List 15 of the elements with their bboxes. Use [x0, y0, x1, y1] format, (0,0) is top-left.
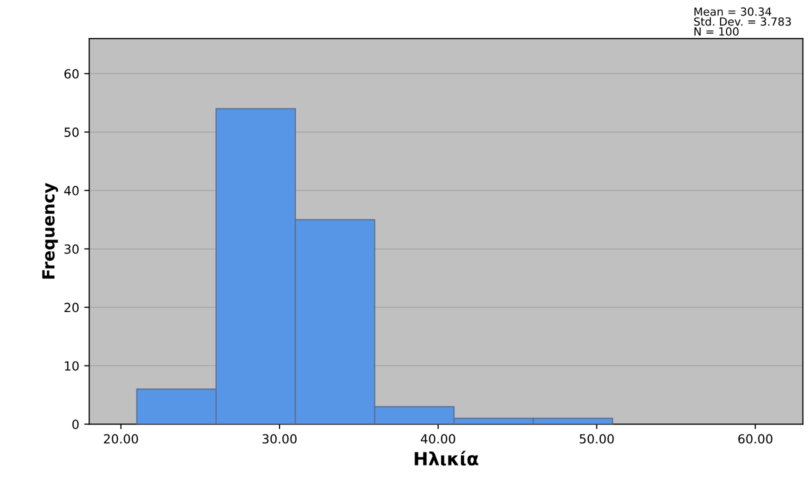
y-tick-label: 20: [64, 302, 79, 312]
y-tick-label: 0: [72, 420, 79, 430]
y-axis-title: Frequency: [42, 182, 58, 279]
x-tick-label: 30.00: [262, 434, 297, 444]
x-tick-label: 20.00: [104, 434, 138, 444]
x-axis-title: Ηλικία: [414, 450, 478, 466]
x-tick-label: 60.00: [738, 434, 772, 444]
x-tick-label: 50.00: [580, 434, 614, 444]
y-tick-label: 40: [64, 186, 79, 196]
text: Mean = 30.34 Std. Dev. = 3.783 N = 100: [694, 7, 791, 36]
y-tick-label: 50: [64, 128, 79, 137]
x-tick-label: 40.00: [420, 434, 456, 444]
y-tick-label: 10: [64, 361, 79, 371]
y-tick-label: 60: [64, 69, 79, 79]
y-tick-label: 30: [64, 244, 79, 254]
